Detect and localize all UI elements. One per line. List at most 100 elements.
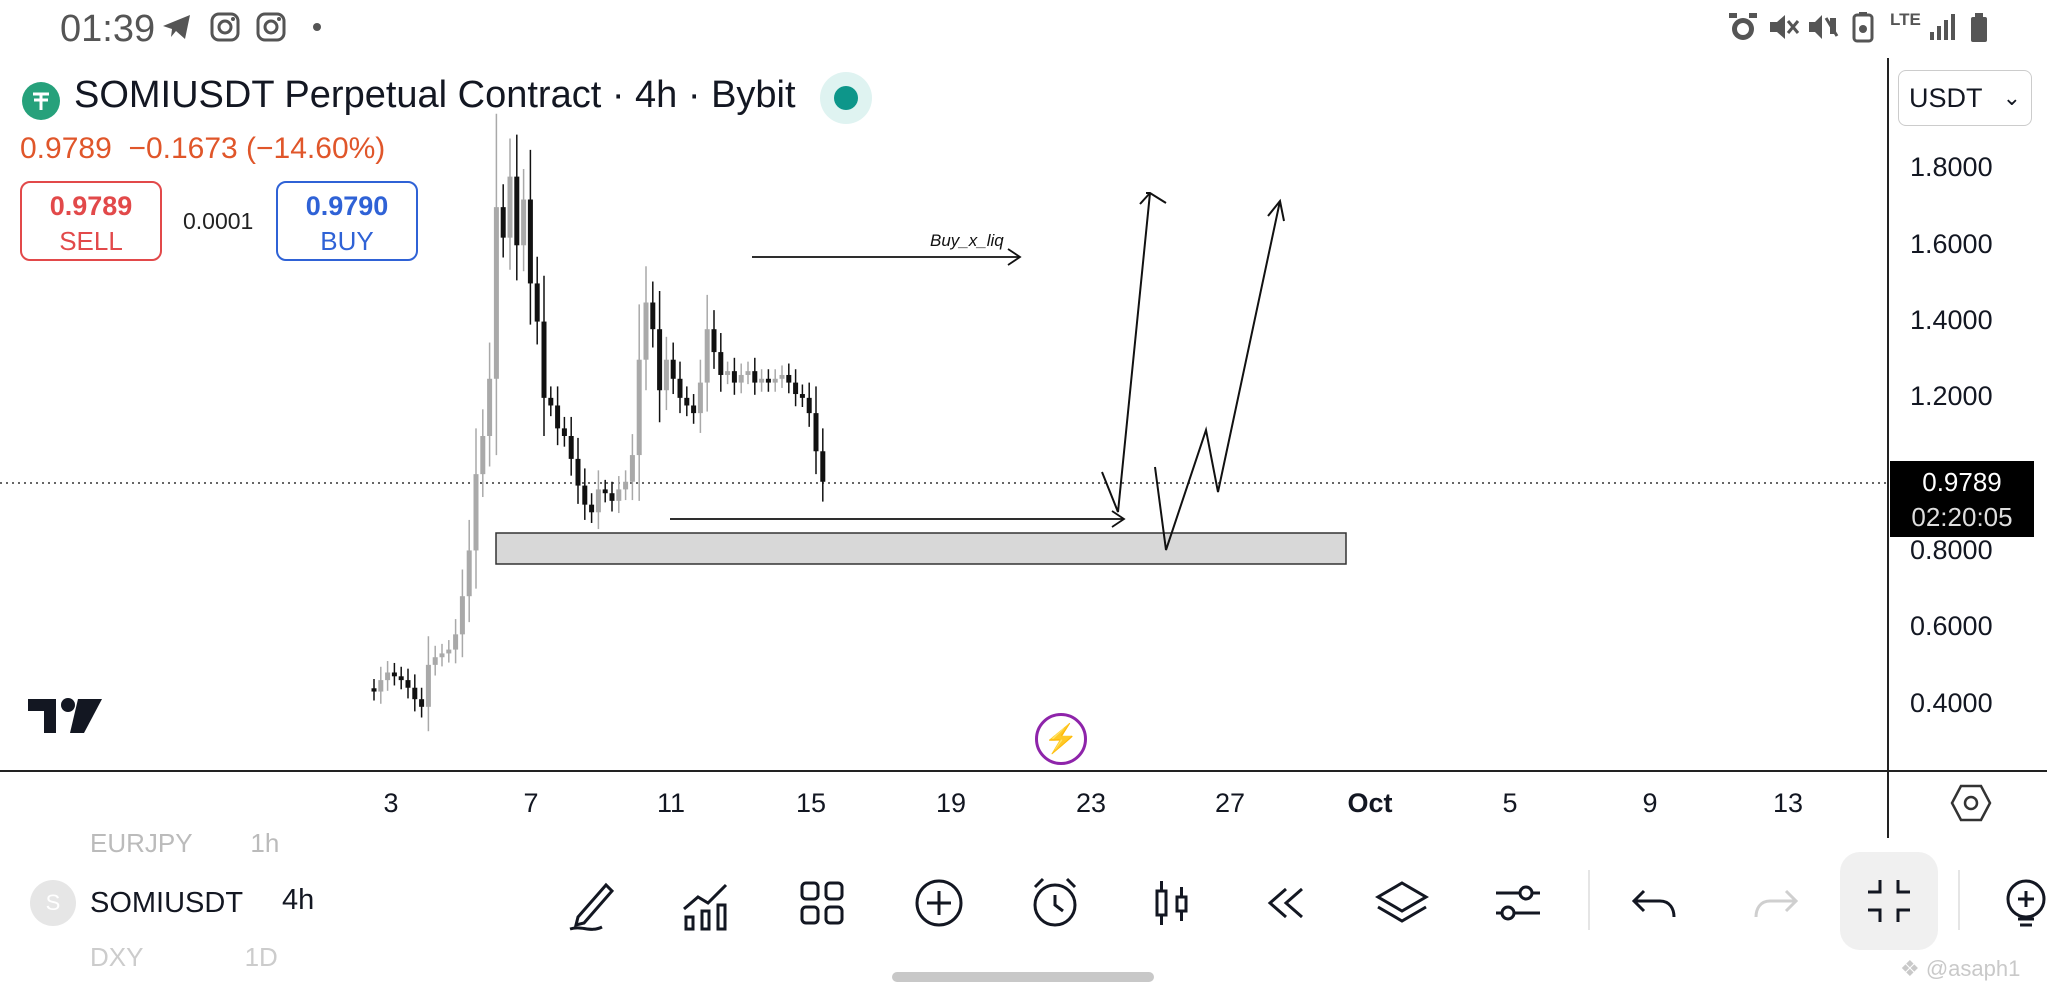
candle-body [507,176,513,238]
price-change-line: 0.9789 −0.1673 (−14.60%) [20,132,385,166]
alert-clock-button[interactable] [1019,867,1091,939]
date-tick: 15 [795,788,827,818]
price-change: −0.1673 (−14.60%) [128,132,386,165]
candle-body [371,688,377,692]
price-tick: 0.4000 [1910,688,1993,718]
candle-body [500,207,506,238]
home-indicator[interactable] [892,972,1154,982]
redo-button[interactable] [1738,867,1810,939]
buy-liquidity-label: Buy_x_liq [930,231,1004,250]
candle-body [412,687,418,700]
sell-button[interactable]: 0.9789 SELL [20,181,162,261]
sell-price: 0.9789 [49,191,133,221]
candle-body [752,371,758,383]
signal-icon [1930,14,1955,40]
candle-body [582,485,588,505]
candle-body [425,664,431,707]
candle-body [759,378,765,383]
bar-countdown: 02:20:05 [1911,502,2013,532]
vibrate-icon [1809,15,1839,39]
date-tick: 11 [656,788,686,818]
candle-body [459,596,465,635]
lightning-icon[interactable]: ⚡ [1035,713,1087,765]
candle-body [398,676,404,681]
candle-body [595,489,601,513]
candle-body [527,199,533,284]
watchlist-prev-item[interactable]: EURJPY 1h [90,828,280,858]
settings-sliders-button[interactable] [1482,867,1554,939]
candle-body [765,378,771,383]
undo-button[interactable] [1620,867,1692,939]
date-tick: 3 [383,788,399,818]
demand-zone-rectangle[interactable] [495,532,1347,565]
collapse-fullscreen-button[interactable] [1840,852,1938,950]
projection-path-2[interactable] [1154,200,1281,551]
currency-select[interactable]: USDT ⌄ [1898,70,2032,126]
date-tick: 5 [1502,788,1518,818]
candle-body [745,371,751,375]
current-price-badge: 0.9789 02:20:05 [1890,461,2034,537]
price-chart[interactable]: Buy_x_liq [0,0,2047,838]
candle-body [439,653,445,658]
candle-body [650,302,656,330]
price-tick: 1.2000 [1910,381,1993,411]
candle-body [806,397,812,414]
candle-body [453,634,459,650]
buy-button[interactable]: 0.9790 BUY [276,181,418,261]
candle-body [657,329,663,391]
candle-body [616,489,622,501]
axis-settings-icon[interactable] [1950,782,1992,824]
candle-body [670,359,676,379]
layouts-grid-button[interactable] [786,867,858,939]
candle-body [548,397,554,406]
watermark: ❖ @asaph1 [1900,956,2021,981]
candle-body [697,382,703,414]
lte-icon: LTE [1890,10,1921,29]
candle-body [534,283,540,322]
candle-body [555,405,561,429]
chart-type-button[interactable] [1135,867,1207,939]
layers-button[interactable] [1366,867,1438,939]
candle-body [684,397,690,406]
candle-body [480,436,486,475]
candle-body [446,649,452,654]
tradingview-logo [28,698,102,733]
candle-body [799,394,805,398]
watchlist-symbol[interactable]: SOMIUSDT [90,887,244,919]
bottom-toolbar [0,838,2047,958]
toolbar-divider [1588,870,1590,930]
watchlist-next-item[interactable]: DXY 1D [90,942,278,972]
candle-body [711,329,717,353]
projection-arrowhead-2 [1267,198,1285,222]
add-button[interactable] [903,867,975,939]
current-price-value: 0.9789 [1922,467,2002,497]
chevron-down-icon: ⌄ [2002,85,2021,110]
telegram-icon [163,15,190,39]
candle-body [575,458,581,486]
candle-body [589,504,595,513]
draw-tool-button[interactable] [556,867,628,939]
candle-body [493,207,499,379]
projection-path-1[interactable] [1101,192,1151,513]
candle-body [772,378,778,383]
symbol-title[interactable]: SOMIUSDT Perpetual Contract · 4h · Bybit [74,74,796,116]
buy-liquidity-arrow[interactable] [752,248,1022,266]
mute-icon [1770,15,1800,39]
projection-arrowhead-1 [1139,192,1167,205]
candle-body [405,680,411,688]
symbol-avatar: S [30,880,76,926]
sell-liquidity-arrow[interactable] [670,510,1126,528]
date-tick: 7 [523,788,539,818]
watchlist-interval[interactable]: 4h [282,884,315,916]
symbol-logo-icon [22,82,60,120]
replay-button[interactable] [1250,867,1322,939]
date-tick: 19 [935,788,967,818]
instagram-icon [256,12,286,42]
buy-price: 0.9790 [305,191,389,221]
candles-group [371,113,826,732]
indicators-button[interactable] [670,867,742,939]
sell-label: SELL [59,226,123,256]
ideas-bulb-button[interactable] [1990,867,2047,939]
candle-body [725,371,731,375]
candle-body [466,550,472,597]
